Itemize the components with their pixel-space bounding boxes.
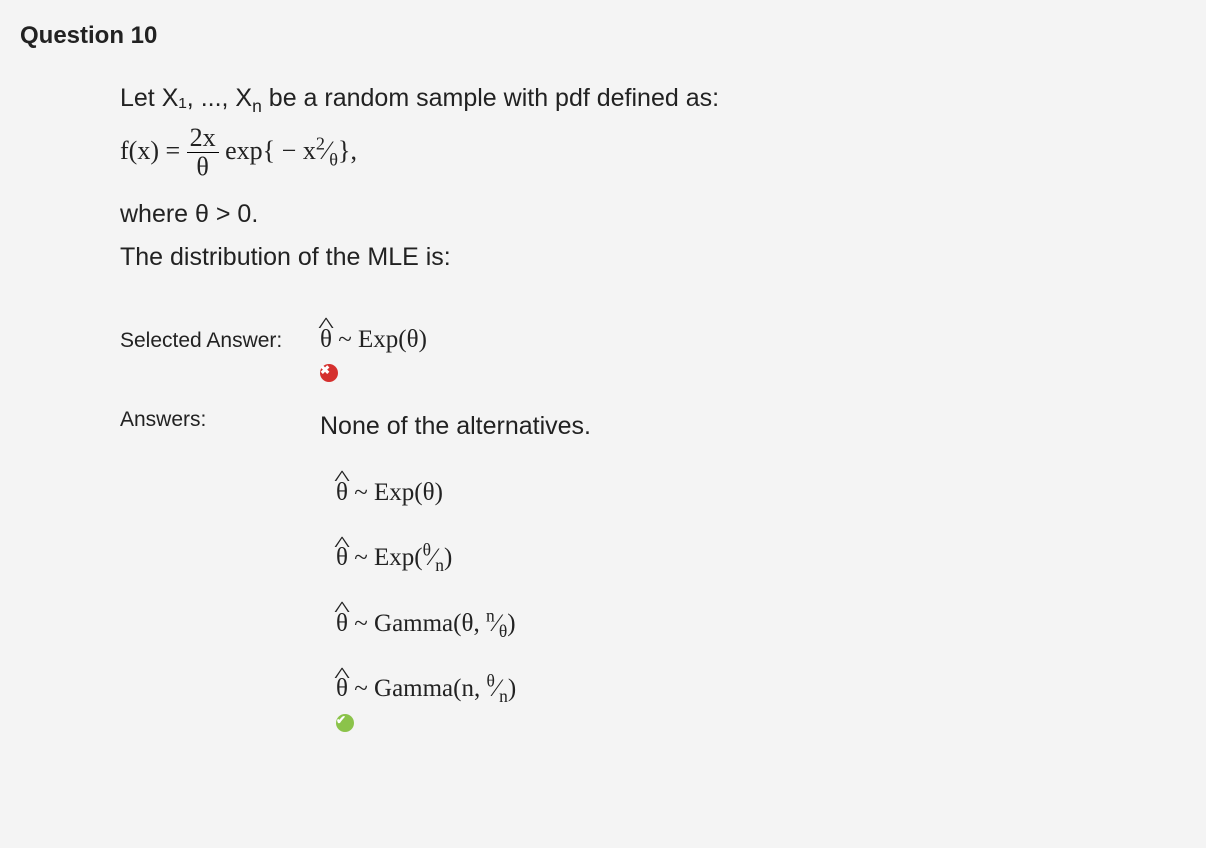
answer-option-1: θ ~ Exp(θ) xyxy=(336,474,1194,512)
selected-answer-label: Selected Answer: xyxy=(120,321,320,357)
correct-icon: ✔ xyxy=(336,714,354,732)
formula-prefix: f(x) = xyxy=(120,136,187,165)
formula-theta-den: θ xyxy=(329,149,338,169)
a4-post: ) xyxy=(508,675,516,702)
a2-post: ) xyxy=(444,544,452,571)
incorrect-icon: ✖ xyxy=(320,364,338,382)
answer-block: Selected Answer: θ ~ Exp(θ) ✖ Answers: N… xyxy=(120,321,1194,760)
selected-dist: Exp(θ) xyxy=(358,326,427,353)
where-line: where θ > 0. xyxy=(120,196,1194,234)
a2-theta-hat: θ xyxy=(336,539,348,577)
a2-bot: n xyxy=(435,555,444,575)
a2-pre: Exp( xyxy=(374,544,423,571)
answer-0-text: None of the alternatives. xyxy=(320,412,591,440)
a3-pre: Gamma(θ, xyxy=(374,610,486,637)
answer-option-2: θ ~ Exp(θ⁄n) xyxy=(336,539,1194,577)
a2-top: θ xyxy=(423,540,431,560)
answers-label: Answers: xyxy=(120,400,320,436)
answers-row: Answers: None of the alternatives. θ ~ E… xyxy=(120,400,1194,760)
a1-theta-hat: θ xyxy=(336,474,348,512)
formula-tail: }, xyxy=(338,136,357,165)
intro-text-1: Let X₁, ..., X xyxy=(120,84,252,112)
selected-answer-content: θ ~ Exp(θ) ✖ xyxy=(320,321,1194,383)
a4-bot: n xyxy=(499,686,508,706)
intro-text-2: be a random sample with pdf defined as: xyxy=(262,84,719,112)
question-title: Question 10 xyxy=(20,18,1194,54)
answer-option-4: θ ~ Gamma(n, θ⁄n) ✔ xyxy=(336,670,1194,732)
answer-option-3: θ ~ Gamma(θ, n⁄θ) xyxy=(336,605,1194,643)
frac-den: θ xyxy=(187,153,219,182)
a4-top: θ xyxy=(486,671,494,691)
selected-tilde: ~ xyxy=(332,326,358,353)
pdf-formula: f(x) = 2x θ exp{ − x2⁄θ}, xyxy=(120,124,1194,182)
task-line: The distribution of the MLE is: xyxy=(120,239,1194,277)
selected-theta-hat: θ xyxy=(320,321,332,359)
a3-post: ) xyxy=(507,610,515,637)
frac-num: 2x xyxy=(187,124,219,154)
answers-list: None of the alternatives. θ ~ Exp(θ) θ ~… xyxy=(320,400,1194,760)
question-intro: Let X₁, ..., Xn be a random sample with … xyxy=(120,80,1194,118)
question-container: Question 10 Let X₁, ..., Xn be a random … xyxy=(0,0,1206,790)
answer-option-none: None of the alternatives. xyxy=(320,408,1194,446)
a1-dist: Exp(θ) xyxy=(374,479,443,506)
a3-top: n xyxy=(486,605,495,625)
a4-pre: Gamma(n, xyxy=(374,675,486,702)
intro-sub-n: n xyxy=(252,96,262,116)
formula-sup-2: 2 xyxy=(316,133,325,153)
formula-exp: exp{ − x xyxy=(225,136,316,165)
a4-theta-hat: θ xyxy=(336,670,348,708)
question-body: Let X₁, ..., Xn be a random sample with … xyxy=(120,80,1194,760)
formula-fraction: 2x θ xyxy=(187,124,219,182)
a3-theta-hat: θ xyxy=(336,605,348,643)
selected-answer-row: Selected Answer: θ ~ Exp(θ) ✖ xyxy=(120,321,1194,383)
